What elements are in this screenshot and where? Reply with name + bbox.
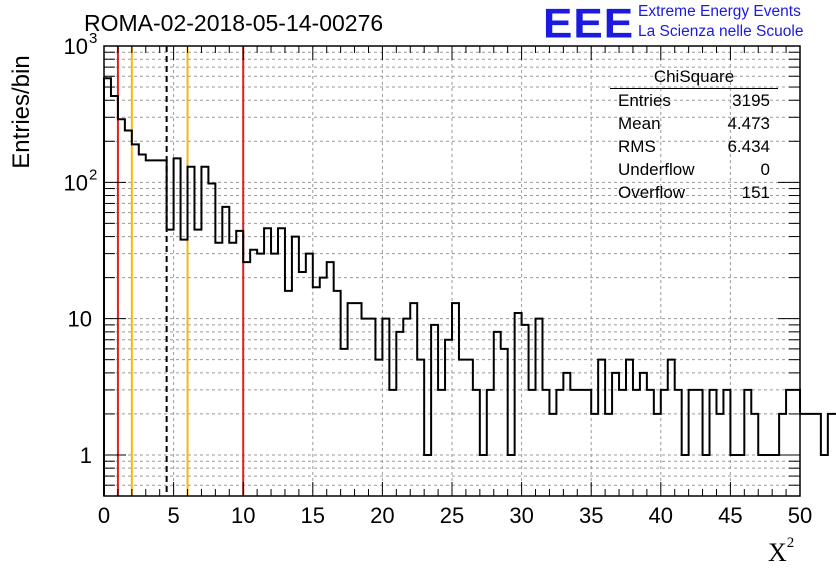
stats-value: 6.434 — [727, 137, 770, 156]
y-tick-label-exponent: 3 — [89, 30, 97, 47]
stats-row-mean: Mean 4.473 — [610, 112, 778, 135]
stats-value: 151 — [741, 183, 770, 202]
x-tick-label: 35 — [579, 503, 603, 528]
x-tick-label: 45 — [718, 503, 742, 528]
stats-row-overflow: Overflow 151 — [610, 181, 778, 204]
y-tick-label: 10 — [64, 34, 88, 59]
x-tick-label: 20 — [370, 503, 394, 528]
logo-caption-line2: La Scienza nelle Scuole — [638, 23, 804, 40]
stats-label: RMS — [618, 137, 656, 156]
x-axis-label-exponent: 2 — [786, 535, 795, 552]
y-tick-label: 1 — [80, 443, 92, 468]
y-tick-label: 10 — [64, 170, 88, 195]
x-tick-label: 25 — [440, 503, 464, 528]
stats-value: 0 — [760, 160, 770, 179]
histogram-layer — [103, 77, 836, 496]
x-tick-label: 15 — [301, 503, 325, 528]
eee-logo-icon: EEE — [543, 0, 635, 47]
histogram-outline — [103, 77, 836, 496]
stats-row-entries: Entries 3195 — [610, 89, 778, 112]
x-tick-label: 10 — [231, 503, 255, 528]
stats-label: Entries — [618, 91, 671, 110]
histogram-title: ROMA-02-2018-05-14-00276 — [84, 10, 384, 36]
x-tick-label: 5 — [167, 503, 179, 528]
stats-box-title: ChiSquare — [610, 66, 778, 89]
x-tick-label: 50 — [788, 503, 812, 528]
x-axis-label: X2 — [768, 535, 795, 568]
x-tick-label: 30 — [509, 503, 533, 528]
stats-value: 4.473 — [727, 114, 770, 133]
stats-box: ChiSquare Entries 3195 Mean 4.473 RMS 6.434… — [610, 66, 778, 204]
y-tick-label-exponent: 2 — [89, 166, 97, 183]
reference-lines — [116, 46, 245, 496]
stats-row-underflow: Underflow 0 — [610, 158, 778, 181]
x-tick-label: 40 — [649, 503, 673, 528]
plot-frame — [103, 45, 801, 497]
axes-frame — [103, 45, 801, 497]
stats-label: Overflow — [618, 183, 686, 202]
stats-row-rms: RMS 6.434 — [610, 135, 778, 158]
stats-value: 3195 — [732, 91, 770, 110]
stats-label: Mean — [618, 114, 661, 133]
logo-caption-line1: Extreme Energy Events — [638, 3, 801, 20]
x-axis-label-base: X — [768, 538, 787, 567]
x-tick-label: 0 — [98, 503, 110, 528]
stats-label: Underflow — [618, 160, 695, 179]
y-tick-label: 10 — [68, 307, 92, 332]
